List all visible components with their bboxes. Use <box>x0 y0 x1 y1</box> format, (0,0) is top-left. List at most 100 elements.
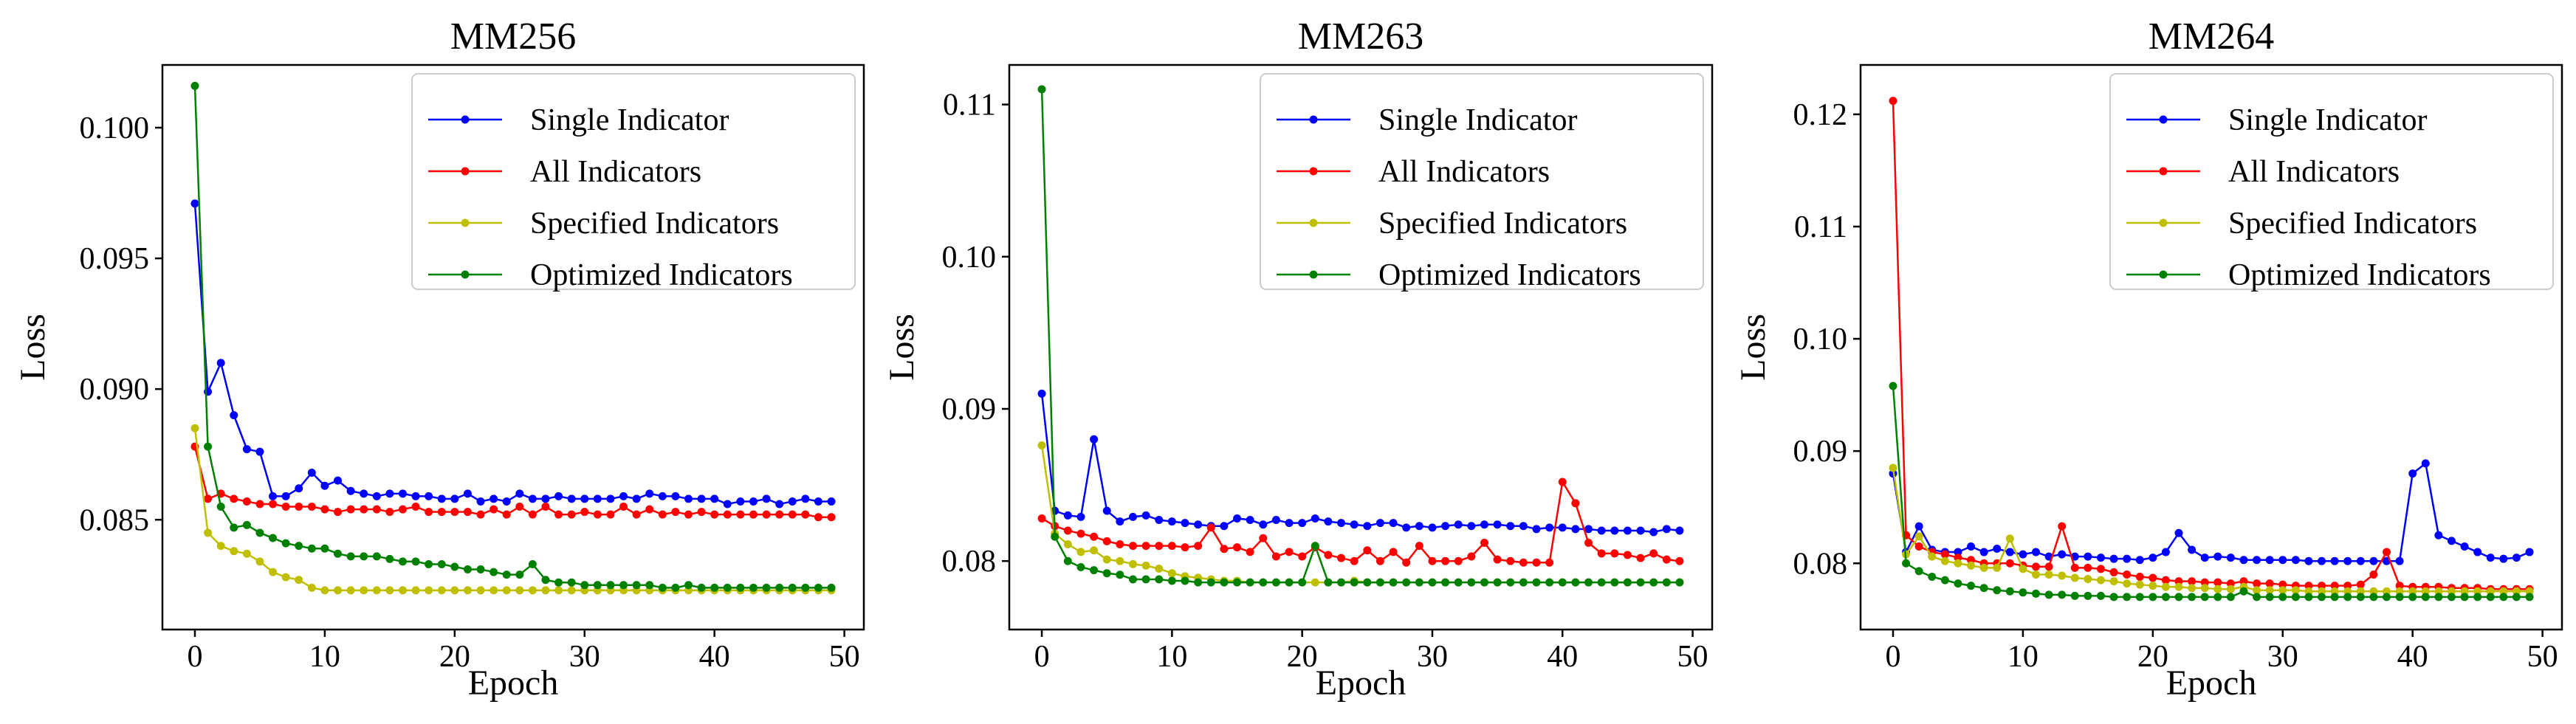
chart-panel-0: MM256 0 10 20 30 40 50 0.085 0.090 0.095 0.100 Epoc… <box>13 15 865 703</box>
data-point <box>1076 562 1085 571</box>
data-point <box>2447 587 2456 596</box>
data-point <box>1506 578 1515 587</box>
data-point <box>2356 593 2365 601</box>
data-point <box>255 447 264 456</box>
data-point <box>788 510 797 519</box>
data-point <box>632 510 641 519</box>
data-point <box>1181 576 1189 585</box>
data-point <box>1141 561 1150 570</box>
data-point <box>2408 469 2417 478</box>
data-point <box>372 505 381 514</box>
data-point <box>255 500 264 508</box>
data-point <box>801 510 810 519</box>
data-point <box>2395 556 2404 565</box>
x-tick-label: 40 <box>699 640 730 674</box>
data-point <box>671 492 680 500</box>
data-point <box>567 578 576 587</box>
data-point <box>425 586 433 595</box>
data-point <box>1141 575 1150 584</box>
data-point <box>814 497 822 506</box>
data-point <box>749 583 758 592</box>
data-point <box>1967 582 1976 590</box>
data-point <box>1441 556 1450 565</box>
x-tick-label: 20 <box>1287 640 1318 674</box>
data-point <box>1519 558 1528 567</box>
data-point <box>411 503 420 511</box>
legend-label: Single Indicator <box>530 103 729 137</box>
data-point <box>749 497 758 506</box>
data-point <box>2096 554 2105 562</box>
data-point <box>2343 587 2352 596</box>
data-point <box>2084 552 2092 561</box>
y-tick-label: 0.10 <box>1793 323 1848 356</box>
data-point <box>2123 593 2132 601</box>
data-point <box>1271 516 1280 525</box>
series-line <box>193 446 832 518</box>
data-point <box>307 583 316 592</box>
data-point <box>502 497 511 506</box>
series-line <box>1040 445 1680 584</box>
data-point <box>541 586 550 595</box>
data-point <box>827 513 836 522</box>
data-point <box>541 503 550 511</box>
legend-frame <box>411 73 856 290</box>
y-tick-label: 0.09 <box>1793 435 1848 469</box>
data-point <box>1337 519 1346 528</box>
data-point <box>2421 459 2430 468</box>
data-point <box>658 583 667 592</box>
data-point <box>1233 543 1242 552</box>
data-point <box>2318 587 2326 596</box>
data-point <box>2499 593 2508 601</box>
legend-swatch-marker <box>2159 270 2168 279</box>
data-point <box>2135 573 2144 582</box>
data-point <box>593 510 602 519</box>
data-point <box>385 586 394 595</box>
y-tick-label: 0.08 <box>1793 547 1848 581</box>
data-point <box>2149 582 2157 590</box>
data-point <box>749 510 758 519</box>
data-point <box>1584 538 1593 547</box>
data-point <box>1993 563 2002 572</box>
data-point <box>2213 593 2222 601</box>
data-point <box>1558 523 1567 532</box>
data-point <box>645 505 654 514</box>
data-point <box>2084 575 2092 584</box>
data-point <box>1545 578 1554 587</box>
x-tick-label: 0 <box>187 640 202 674</box>
data-point <box>2304 556 2313 565</box>
data-point <box>476 586 485 595</box>
data-point <box>1037 389 1046 398</box>
data-point <box>1454 556 1463 565</box>
data-point <box>1116 570 1124 579</box>
data-point <box>1063 526 1072 535</box>
y-tick-label: 0.090 <box>80 373 150 407</box>
data-point <box>593 494 602 503</box>
data-point <box>528 494 537 503</box>
data-point <box>2019 565 2027 573</box>
data-point <box>554 492 563 500</box>
data-point <box>281 539 290 548</box>
data-point <box>502 510 511 519</box>
data-point <box>334 586 342 595</box>
data-point <box>2408 593 2417 601</box>
legend-label: Specified Indicators <box>2228 207 2477 241</box>
data-point <box>1037 514 1046 523</box>
data-point <box>502 586 511 595</box>
series-single <box>190 199 836 508</box>
data-point <box>2188 593 2197 601</box>
axes-frame <box>1008 63 1714 631</box>
legend-label: All Indicators <box>530 155 701 189</box>
data-point <box>1467 552 1476 561</box>
data-point <box>1128 559 1137 568</box>
data-point <box>450 562 459 571</box>
data-point <box>1623 526 1632 535</box>
data-point <box>411 557 420 566</box>
series-specified <box>1889 463 2534 596</box>
data-point <box>762 583 771 592</box>
data-point <box>1675 526 1684 535</box>
data-point <box>1246 516 1254 525</box>
data-point <box>1636 554 1645 562</box>
data-point <box>2421 593 2430 601</box>
data-point <box>476 565 485 574</box>
data-point <box>1155 565 1164 573</box>
